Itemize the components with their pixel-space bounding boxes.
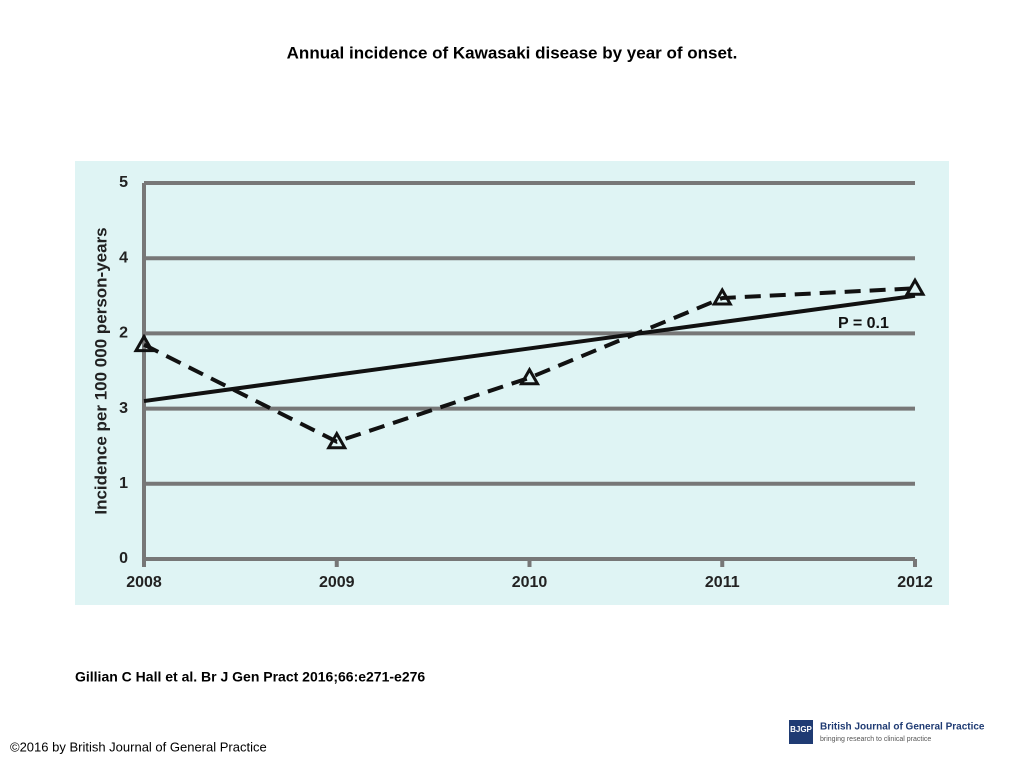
copyright: ©2016 by British Journal of General Prac…	[10, 739, 267, 754]
y-tick-label: 1	[119, 475, 128, 492]
logo-mark: BJGP	[790, 725, 812, 734]
chart-title: Annual incidence of Kawasaki disease by …	[287, 43, 738, 62]
y-tick-label: 3	[119, 400, 128, 417]
x-tick-label: 2008	[126, 574, 162, 591]
marker	[133, 333, 155, 353]
marker	[904, 277, 926, 296]
marker	[711, 287, 733, 306]
x-tick-label: 2009	[319, 574, 355, 591]
y-tick-label: 4	[119, 249, 128, 266]
marker	[326, 430, 348, 450]
annotation: P = 0.1	[838, 315, 889, 332]
series-line	[143, 293, 916, 404]
x-tick-label: 2010	[512, 574, 548, 591]
x-tick-label: 2012	[897, 574, 933, 591]
logo-tagline: bringing research to clinical practice	[820, 736, 931, 743]
y-tick-label: 5	[119, 174, 128, 191]
logo-box	[789, 720, 813, 744]
y-tick-label: 0	[119, 550, 128, 567]
x-tick-label: 2011	[705, 574, 740, 591]
marker	[518, 366, 541, 386]
citation: Gillian C Hall et al. Br J Gen Pract 201…	[75, 669, 425, 685]
y-axis-label: Incidence per 100 000 person-years	[91, 227, 110, 514]
logo-name: British Journal of General Practice	[820, 722, 985, 733]
y-tick-label: 2	[119, 325, 128, 342]
